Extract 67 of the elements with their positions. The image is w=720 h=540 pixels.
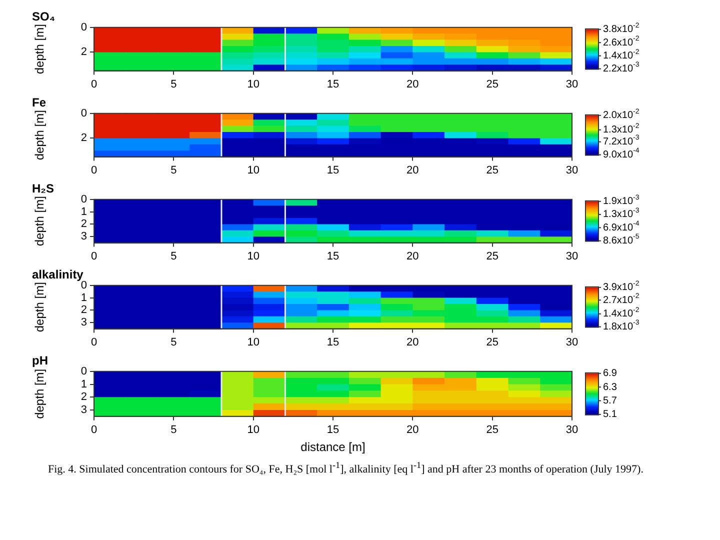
x-tick-label: 25 [486,164,498,176]
y-tick-label: 2 [80,218,87,230]
x-tick-label: 25 [486,424,498,436]
y-tick-label: 0 [80,365,87,378]
x-tick-label: 15 [326,78,340,90]
x-tick-label: 25 [486,336,498,348]
chart-title: H₂S [32,182,54,196]
x-tick-label: 30 [566,78,578,90]
x-tick-label: 20 [406,250,419,262]
x-tick-label: 15 [326,164,340,176]
y-axis-title: depth [m] [32,282,47,332]
y-tick-label: 2 [80,46,87,58]
x-tick-label: 5 [170,424,177,436]
x-tick-label: 25 [486,78,498,90]
x-tick-label: 10 [247,78,260,90]
x-tick-label: 10 [247,424,260,436]
y-axis-title: depth [m] [32,196,47,246]
x-tick-label: 15 [326,250,340,262]
color-bar-label: 6.9 [603,368,618,380]
chart-title: Fe [32,96,46,110]
x-tick-label: 20 [406,164,419,176]
x-tick-label: 10 [247,164,260,176]
x-tick-label: 10 [247,250,260,262]
color-bar-label: 5.1 [603,409,618,420]
y-tick-label: 0 [80,107,87,120]
y-tick-label: 0 [80,21,87,34]
caption: Fig. 4. Simulated concentration contours for SO₄, Fe, H₂S [mol l$^{-1}$], alkalinity [eq l$^{-1}$] and pH after 23 months of operation (July 1997). [48,460,644,476]
y-tick-label: 3 [80,316,87,329]
x-tick-label: 20 [406,336,419,348]
x-tick-label: 0 [90,336,98,348]
y-axis-title: depth [m] [32,24,47,74]
x-tick-label: 0 [90,424,98,436]
x-tick-label: 15 [326,336,340,348]
x-axis-title: distance [m] [300,440,366,454]
x-tick-label: 30 [566,336,578,348]
y-tick-label: 2 [80,304,87,316]
x-tick-label: 5 [170,250,177,262]
x-tick-label: 15 [326,424,340,436]
x-tick-label: 5 [170,78,177,90]
x-tick-label: 5 [170,336,177,348]
chart-title: SO₄ [32,10,56,24]
chart-title: alkalinity [32,268,84,282]
chart-title: pH [32,354,48,368]
x-tick-label: 5 [170,164,177,176]
y-tick-label: 3 [80,404,87,416]
x-tick-label: 20 [406,78,419,90]
color-bar-label: 5.7 [603,395,618,406]
y-tick-label: 1 [80,292,87,304]
y-tick-label: 2 [80,391,87,404]
y-tick-label: 1 [80,378,87,390]
x-tick-label: 30 [566,164,578,176]
x-tick-label: 20 [406,424,419,436]
x-tick-label: 25 [486,250,498,262]
y-axis-title: depth [m] [32,368,47,419]
color-bar-label: 6.3 [603,382,618,393]
y-tick-label: 1 [80,206,87,218]
x-tick-label: 0 [90,78,98,90]
x-tick-label: 10 [247,336,260,348]
x-tick-label: 0 [90,164,98,176]
y-tick-label: 2 [80,132,87,144]
y-tick-label: 3 [80,230,87,243]
y-axis-title: depth [m] [32,110,47,160]
x-tick-label: 30 [566,250,578,262]
x-tick-label: 0 [90,250,98,262]
x-tick-label: 30 [566,424,578,436]
y-tick-label: 0 [80,193,87,206]
y-tick-label: 0 [80,279,87,292]
